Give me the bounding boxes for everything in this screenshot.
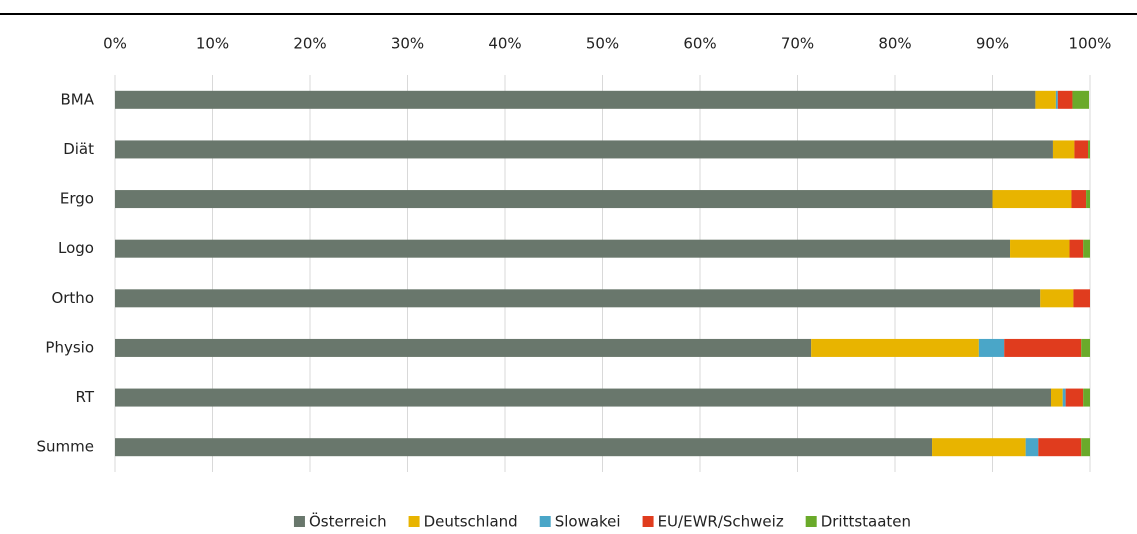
x-tick-label: 90% [976, 35, 1009, 53]
bar-segment [1074, 140, 1089, 159]
bar-segment [1073, 289, 1090, 308]
bar-segment [115, 438, 933, 457]
y-tick-label: BMA [61, 90, 95, 108]
bar-segment [1069, 239, 1084, 258]
y-tick-label: Physio [45, 338, 94, 356]
x-tick-label: 0% [103, 35, 127, 53]
bar-segment [992, 190, 1072, 209]
bar-segment [811, 338, 979, 357]
bar-segment [115, 190, 993, 209]
bar-segment [1083, 388, 1090, 407]
x-tick-label: 100% [1069, 35, 1112, 53]
bar-segment [1086, 190, 1090, 209]
bar-segment [1088, 140, 1090, 159]
bar-segment [1083, 239, 1090, 258]
x-tick-label: 30% [391, 35, 424, 53]
bar-segment [978, 338, 1005, 357]
legend-label: Deutschland [424, 513, 518, 531]
bar-segment [1057, 90, 1073, 109]
bar-segment [1062, 388, 1066, 407]
x-tick-label: 50% [586, 35, 619, 53]
x-tick-label: 70% [781, 35, 814, 53]
bar-segment [1072, 90, 1090, 109]
bar-segment [1040, 289, 1074, 308]
bar-segment [1081, 438, 1090, 457]
bar-segment [1038, 438, 1082, 457]
x-tick-label: 60% [683, 35, 716, 53]
bar-segment [1081, 338, 1090, 357]
bar-segment [1051, 388, 1063, 407]
x-tick-label: 40% [488, 35, 521, 53]
x-tick-label: 10% [196, 35, 229, 53]
bar-segment [1004, 338, 1082, 357]
y-tick-label: RT [76, 388, 95, 406]
legend-swatch [805, 516, 817, 527]
y-tick-label: Diät [63, 140, 94, 158]
bar-segment [115, 90, 1036, 109]
legend-label: Österreich [309, 512, 387, 531]
y-tick-label: Ergo [60, 190, 94, 208]
bar-segment [1055, 90, 1058, 109]
bar-segment [1071, 190, 1087, 209]
bar-segment [115, 338, 812, 357]
y-tick-label: Ortho [51, 289, 94, 307]
bar-segment [1065, 388, 1084, 407]
x-tick-label: 80% [878, 35, 911, 53]
legend-swatch [293, 516, 305, 527]
legend-label: EU/EWR/Schweiz [658, 513, 784, 531]
legend-swatch [408, 516, 420, 527]
y-tick-label: Summe [37, 438, 94, 456]
bar-segment [1052, 140, 1075, 159]
legend-swatch [539, 516, 551, 527]
x-tick-label: 20% [293, 35, 326, 53]
legend-swatch [642, 516, 654, 527]
legend-label: Drittstaaten [821, 513, 911, 531]
bar-segment [1035, 90, 1056, 109]
bar-segment [1010, 239, 1070, 258]
bar-segment [115, 388, 1051, 407]
legend-label: Slowakei [555, 513, 621, 531]
bar-segment [115, 239, 1011, 258]
bar-segment [115, 289, 1041, 308]
bar-segment [932, 438, 1026, 457]
y-tick-label: Logo [58, 239, 94, 257]
bar-segment [115, 140, 1053, 159]
bar-segment [1025, 438, 1039, 457]
